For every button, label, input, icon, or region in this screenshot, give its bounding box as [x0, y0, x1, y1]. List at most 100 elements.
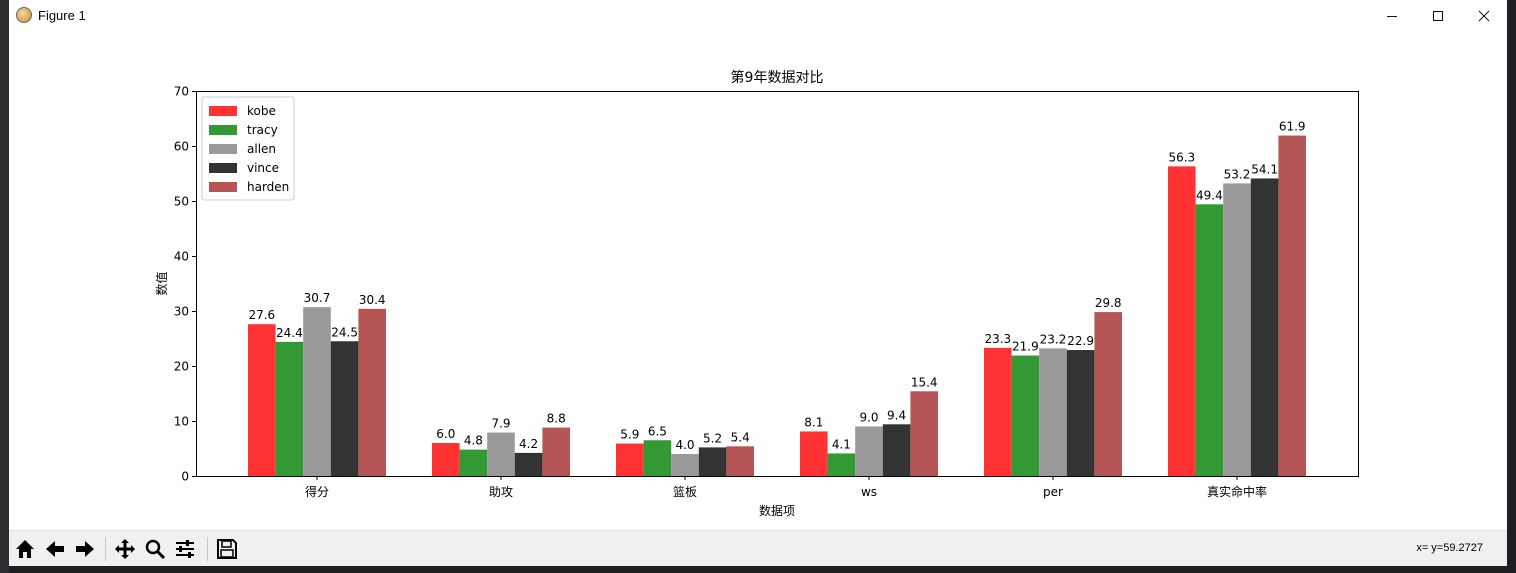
bar-allen: [1039, 348, 1067, 476]
bar-value-label: 6.0: [436, 427, 455, 441]
bar-value-label: 61.9: [1279, 120, 1306, 134]
bar-harden: [1094, 312, 1122, 476]
legend: kobe tracy allen vince harden: [201, 96, 295, 201]
value-labels-group: 27.624.4 30.7 24.5 30.4 6.0 4.8 7.9 4.2 8.8 5.9 6.…: [248, 120, 1305, 452]
bar-value-label: 4.1: [832, 437, 851, 451]
bar-value-label: 30.4: [359, 293, 386, 307]
maximize-button[interactable]: [1415, 0, 1461, 31]
bar-value-label: 8.1: [804, 415, 823, 429]
configure-icon: [176, 540, 194, 558]
home-button[interactable]: [11, 535, 39, 563]
bar-value-label: 21.9: [1012, 340, 1039, 354]
configure-button[interactable]: [171, 535, 199, 563]
bar-vince: [514, 452, 543, 476]
toolbar-separator: [105, 537, 106, 561]
legend-swatch-tracy: [209, 125, 237, 135]
bars-group: [248, 135, 1306, 477]
bar-allen: [671, 454, 699, 476]
save-button[interactable]: [213, 535, 241, 563]
bar-harden: [726, 446, 754, 476]
window-title: Figure 1: [38, 8, 86, 23]
minimize-button[interactable]: [1369, 0, 1415, 31]
x-axis-label: 数据项: [759, 503, 795, 518]
legend-swatch-harden: [209, 182, 237, 192]
x-tick-label: 助攻: [489, 485, 513, 499]
bar-value-label: 4.8: [464, 434, 483, 448]
bar-value-label: 7.9: [491, 417, 510, 431]
pan-button[interactable]: [111, 535, 139, 563]
bar-value-label: 4.2: [519, 437, 538, 451]
legend-label-kobe: kobe: [247, 104, 276, 118]
bar-harden: [542, 427, 570, 476]
forward-icon: [76, 541, 94, 557]
bar-tracy: [827, 453, 856, 476]
bar-harden: [1278, 135, 1306, 477]
pan-icon: [115, 539, 135, 559]
y-tick-label: 0: [181, 470, 189, 484]
bar-value-label: 15.4: [911, 375, 938, 389]
bar-harden: [910, 391, 938, 476]
bar-kobe: [248, 324, 276, 476]
close-button[interactable]: [1461, 0, 1507, 31]
bar-value-label: 30.7: [304, 291, 331, 305]
bar-vince: [882, 424, 911, 476]
x-ticks: 得分 助攻 篮板 ws per 真实命中率: [305, 476, 1267, 499]
bar-value-label: 6.5: [648, 424, 667, 438]
bar-value-label: 54.1: [1251, 162, 1278, 176]
bar-tracy: [1011, 355, 1040, 476]
axes-frame: [196, 91, 1359, 477]
legend-label-harden: harden: [247, 180, 289, 194]
bar-kobe: [984, 347, 1012, 476]
matplotlib-icon: [16, 7, 32, 23]
bar-value-label: 24.4: [276, 326, 303, 340]
save-icon: [217, 539, 237, 559]
figure-canvas[interactable]: 27.6 24.4 30.7 24.5 30.4 6.0 4.8 7.9 4.2 8.8 5.9 6.…: [9, 31, 1507, 530]
navigation-toolbar: x= y=59.2727: [9, 530, 1507, 566]
bar-tracy: [643, 440, 672, 476]
legend-swatch-vince: [209, 163, 237, 173]
x-tick-label: 得分: [305, 484, 329, 499]
y-tick-label: 20: [174, 360, 189, 374]
bar-allen: [303, 307, 331, 476]
legend-label-allen: allen: [247, 142, 276, 156]
back-button[interactable]: [41, 535, 69, 563]
bar-value-label: 27.6: [248, 308, 275, 322]
zoom-button[interactable]: [141, 535, 169, 563]
x-tick-label: 篮板: [673, 484, 697, 499]
bar-tracy: [275, 341, 304, 476]
bar-tracy: [1195, 204, 1224, 477]
y-tick-label: 50: [174, 195, 189, 209]
y-axis-label: 数值: [154, 271, 169, 295]
bar-allen: [1223, 183, 1251, 476]
legend-swatch-allen: [209, 144, 237, 154]
maximize-icon: [1433, 10, 1443, 21]
toolbar-separator: [207, 537, 208, 561]
forward-button[interactable]: [71, 535, 99, 563]
bar-value-label: 5.9: [620, 428, 639, 442]
y-ticks: 0 10 20 30 40 50 60 70: [174, 85, 196, 484]
minimize-icon: [1387, 15, 1397, 17]
background-editor-strip: [0, 0, 9, 573]
bar-harden: [358, 308, 386, 476]
bar-vince: [1066, 350, 1095, 476]
bar-tracy: [459, 449, 488, 476]
bar-value-label: 49.4: [1196, 188, 1223, 202]
x-tick-label: ws: [861, 485, 877, 499]
bar-kobe: [800, 431, 828, 476]
bar-value-label: 53.2: [1224, 167, 1251, 181]
zoom-icon: [145, 539, 166, 560]
bar-vince: [330, 341, 359, 476]
y-tick-label: 40: [174, 250, 189, 264]
x-tick-label: 真实命中率: [1207, 484, 1267, 499]
bar-value-label: 4.0: [675, 438, 694, 452]
x-tick-label: per: [1043, 485, 1063, 499]
bar-allen: [855, 426, 883, 476]
y-tick-label: 70: [174, 85, 189, 99]
legend-label-tracy: tracy: [247, 123, 278, 137]
title-bar: Figure 1: [9, 0, 1507, 31]
bar-value-label: 56.3: [1168, 150, 1195, 164]
cursor-coordinates: x= y=59.2727: [1416, 542, 1483, 554]
close-icon: [1478, 10, 1490, 21]
bar-value-label: 9.0: [859, 411, 878, 425]
y-tick-label: 10: [174, 415, 189, 429]
